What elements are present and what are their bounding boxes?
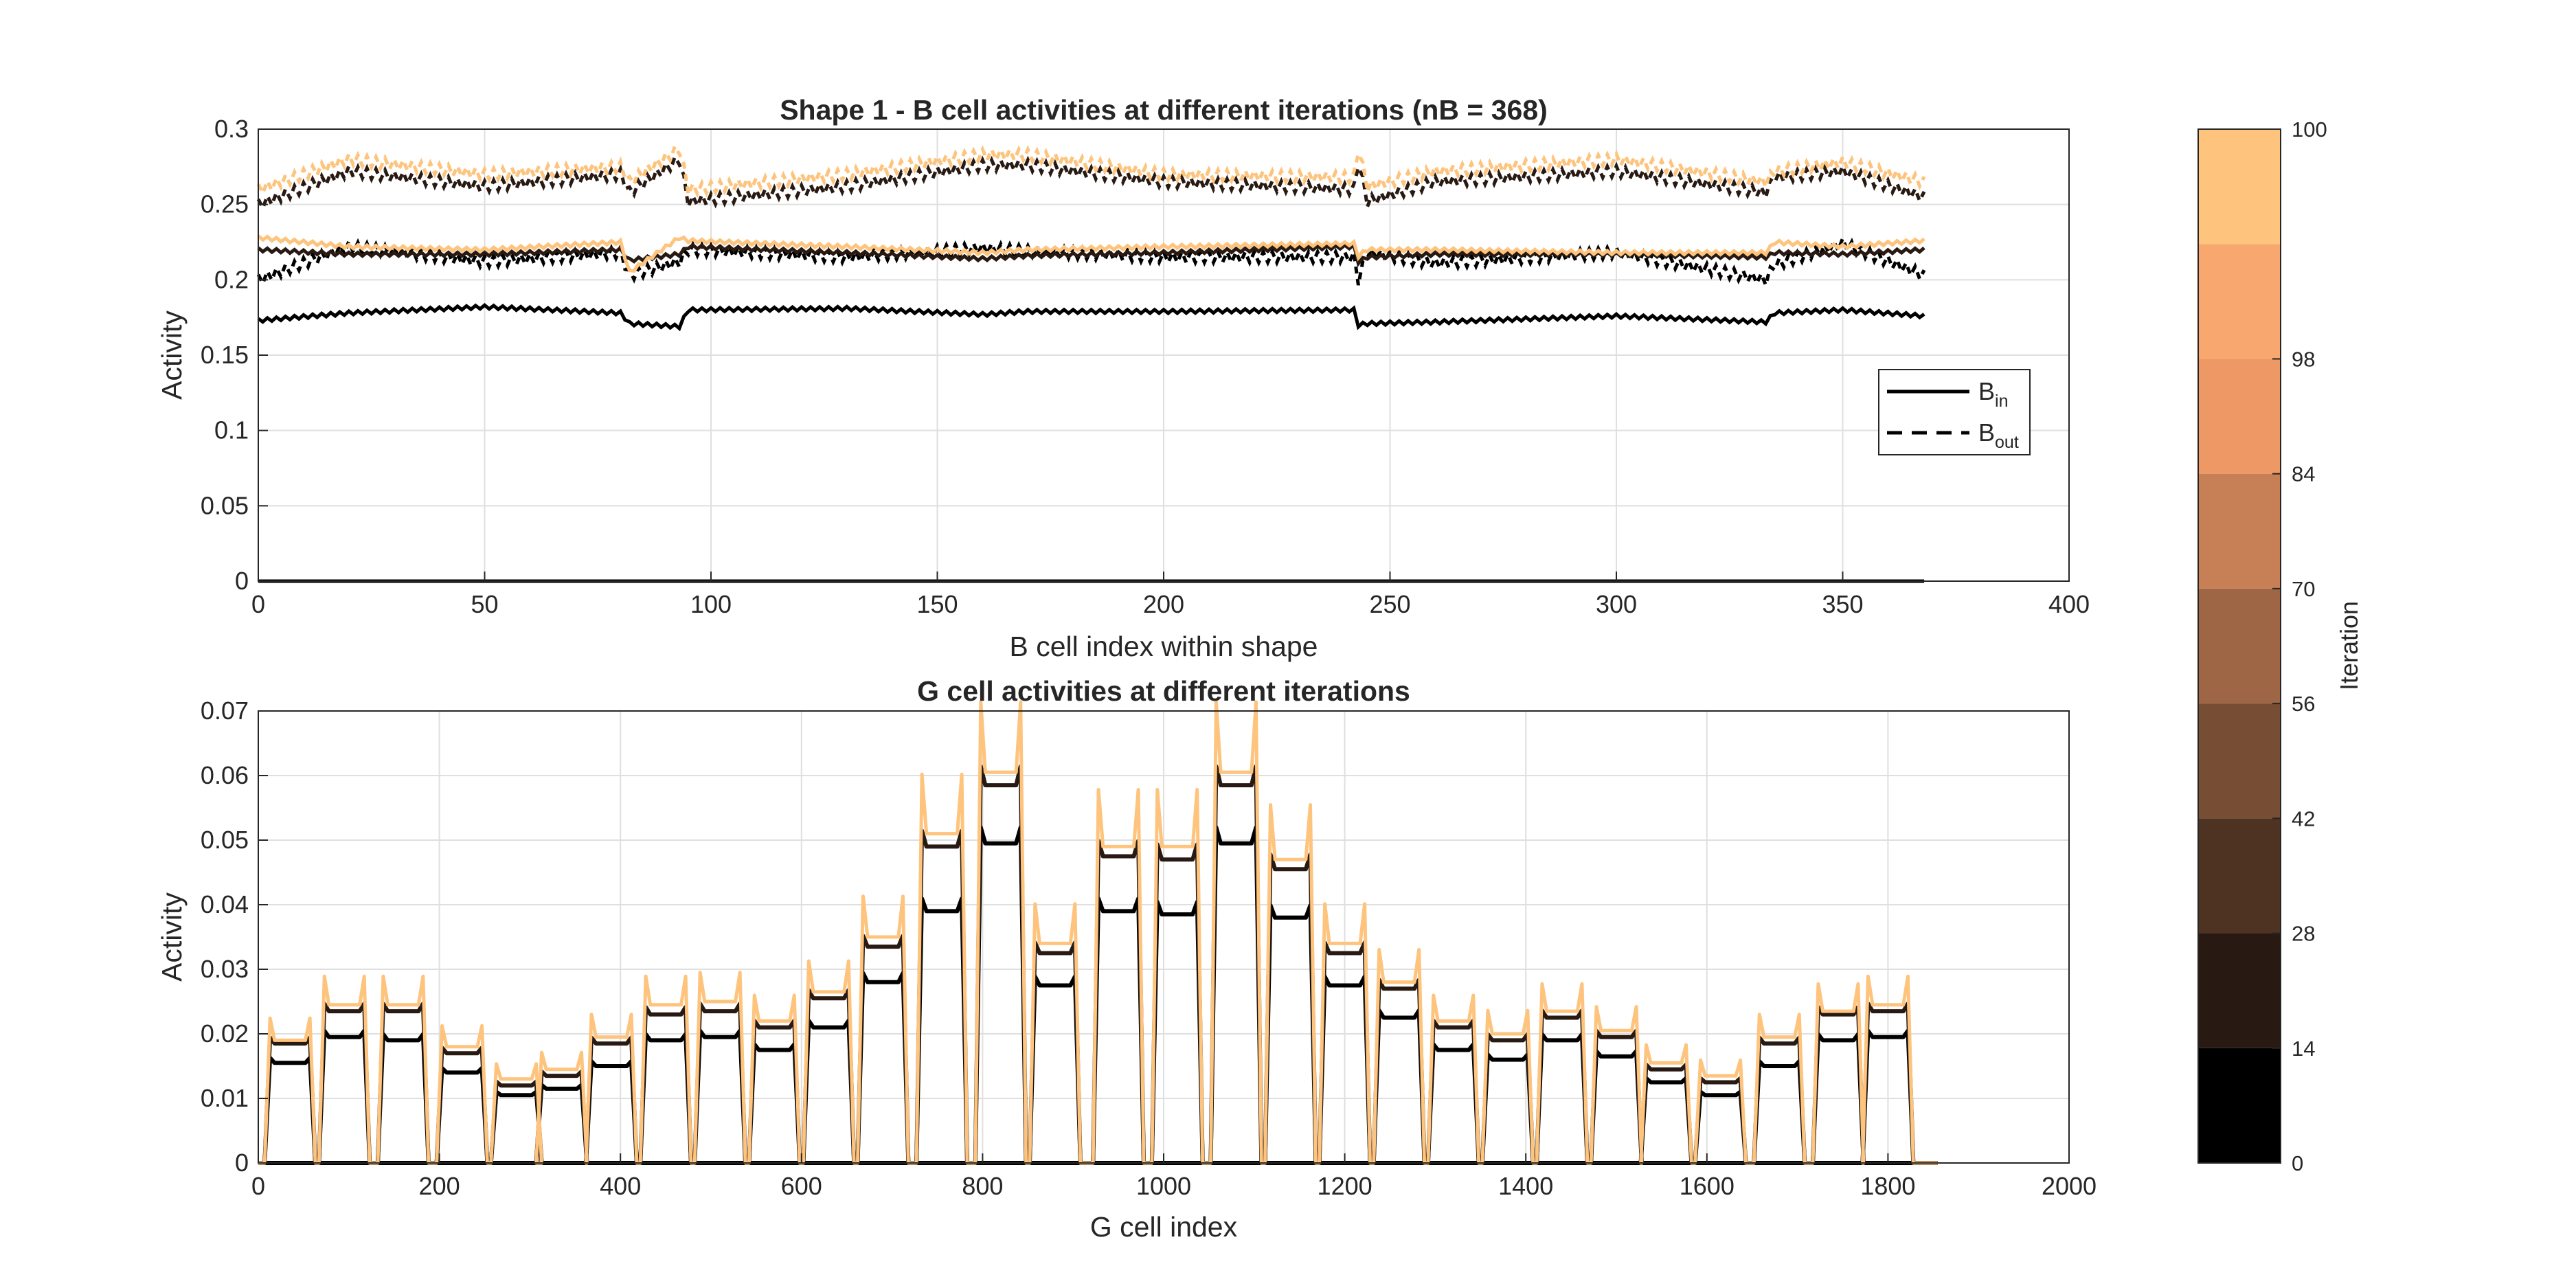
x-tick-label: 350 <box>1822 590 1863 618</box>
top-tick-labels: 0 50 100 150 200 250 300 350 400 0 0.05 0.1 0.15 0.2 0… <box>201 115 2090 618</box>
colorbar-tick-label: 14 <box>2292 1037 2315 1061</box>
top-chart-title: Shape 1 - B cell activities at different… <box>780 94 1548 126</box>
x-tick-label: 200 <box>419 1172 460 1200</box>
colorbar-block <box>2198 244 2281 359</box>
x-tick-label: 50 <box>471 590 498 618</box>
x-tick-label: 150 <box>916 590 958 618</box>
colorbar-tick-label: 70 <box>2292 577 2315 601</box>
x-tick-label: 100 <box>690 590 732 618</box>
colorbar-tick-label: 100 <box>2292 117 2327 142</box>
y-tick-label: 0.05 <box>201 491 249 519</box>
top-axes: 0 50 100 150 200 250 300 350 400 0 0.05 0.1 0.15 0.2 0… <box>156 94 2090 662</box>
colorbar-frame <box>2197 128 2281 1164</box>
y-tick-label: 0.25 <box>201 190 249 218</box>
x-tick-label: 1200 <box>1318 1172 1372 1200</box>
b-out-series-iter-100 <box>256 142 1926 201</box>
colorbar-tick-labels: 0 14 28 42 56 70 84 98 100 <box>2272 117 2327 1175</box>
bottom-x-axis-label: G cell index <box>1090 1211 1238 1243</box>
colorbar-block <box>2198 933 2281 1048</box>
x-tick-label: 600 <box>781 1172 822 1200</box>
colorbar-block <box>2198 473 2281 589</box>
colorbar-block <box>2198 359 2281 474</box>
y-tick-label: 0.07 <box>201 697 249 725</box>
colorbar-block <box>2198 703 2281 819</box>
y-tick-label: 0.01 <box>201 1084 249 1112</box>
legend-entry-b-in: Bin <box>1978 377 2008 411</box>
colorbar-label: Iteration <box>2335 601 2363 690</box>
legend-entry-b-out: Bout <box>1978 418 2019 452</box>
colorbar-tick-label: 84 <box>2292 462 2315 486</box>
colorbar-blocks <box>2198 129 2281 1163</box>
legend-box <box>1878 369 2031 455</box>
x-tick-label: 1800 <box>1860 1172 1915 1200</box>
colorbar-block <box>2198 129 2281 245</box>
b-out-series-iter-14 <box>256 152 1926 214</box>
y-tick-label: 0.03 <box>201 955 249 983</box>
colorbar-tick-label: 42 <box>2292 806 2315 831</box>
x-tick-label: 400 <box>600 1172 641 1200</box>
y-tick-label: 0 <box>235 567 249 595</box>
x-tick-label: 1400 <box>1498 1172 1553 1200</box>
bottom-grid <box>258 711 2069 1163</box>
x-tick-label: 1600 <box>1680 1172 1735 1200</box>
colorbar-block <box>2198 588 2281 704</box>
colorbar: 0 14 28 42 56 70 84 98 100 Iteration <box>2197 117 2363 1175</box>
colorbar-block <box>2198 1048 2281 1163</box>
y-tick-label: 0.06 <box>201 761 249 789</box>
x-tick-label: 0 <box>251 1172 265 1200</box>
y-tick-label: 0.1 <box>214 416 249 444</box>
y-tick-label: 0.15 <box>201 341 249 369</box>
x-tick-label: 1000 <box>1136 1172 1191 1200</box>
y-tick-label: 0.2 <box>214 265 249 293</box>
colorbar-block <box>2198 818 2281 934</box>
colorbar-tick-label: 28 <box>2292 922 2315 946</box>
y-tick-label: 0.04 <box>201 890 249 918</box>
x-tick-label: 300 <box>1596 590 1637 618</box>
x-tick-label: 0 <box>251 590 265 618</box>
bottom-y-axis-label: Activity <box>156 892 188 982</box>
b-out-series-iter-1 <box>256 233 1926 291</box>
y-tick-label: 0.3 <box>214 115 249 143</box>
top-x-axis-label: B cell index within shape <box>1010 631 1318 662</box>
x-tick-label: 250 <box>1369 590 1410 618</box>
b-in-series-iter-1 <box>257 302 1925 332</box>
top-y-axis-label: Activity <box>156 310 188 400</box>
x-tick-label: 800 <box>962 1172 1003 1200</box>
colorbar-tick-label: 56 <box>2292 692 2315 716</box>
y-tick-label: 0.05 <box>201 826 249 854</box>
x-tick-label: 200 <box>1143 590 1184 618</box>
top-grid <box>258 129 2069 581</box>
y-tick-label: 0.02 <box>201 1019 249 1048</box>
b-in-series-iter-100 <box>257 234 1925 273</box>
bottom-axes: 0 200 400 600 800 1000 1200 1400 1600 1800 2000 0 0.… <box>156 675 2097 1243</box>
y-tick-label: 0 <box>235 1149 249 1177</box>
bottom-series <box>258 700 1938 1165</box>
colorbar-tick-label: 0 <box>2292 1151 2303 1175</box>
colorbar-tick-label: 98 <box>2292 347 2315 371</box>
bottom-tick-labels: 0 200 400 600 800 1000 1200 1400 1600 1800 2000 0 0.… <box>201 697 2097 1200</box>
bottom-chart-title: G cell activities at different iteration… <box>917 675 1410 707</box>
x-tick-label: 2000 <box>2042 1172 2097 1200</box>
top-series <box>256 142 1926 583</box>
x-tick-label: 400 <box>2048 590 2090 618</box>
legend: Bin Bout <box>1878 369 2031 455</box>
